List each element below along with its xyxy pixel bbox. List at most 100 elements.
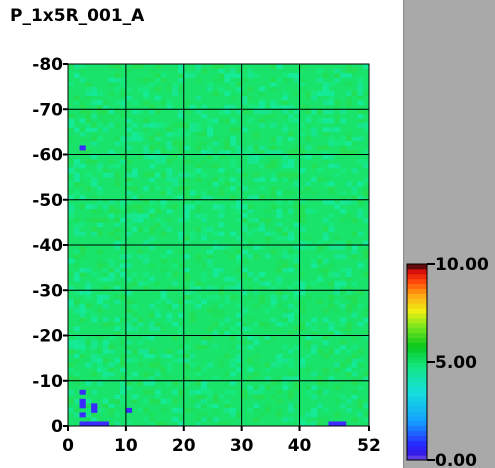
heatmap-cell bbox=[235, 330, 242, 336]
heatmap-cell bbox=[328, 326, 335, 332]
colorbar-label: 10.00 bbox=[435, 255, 489, 275]
heatmap-cell bbox=[189, 398, 196, 404]
heatmap-cell bbox=[206, 190, 214, 196]
heatmap-cell bbox=[340, 145, 347, 151]
heatmap-cell bbox=[235, 68, 242, 74]
heatmap-cell bbox=[328, 245, 335, 250]
heatmap-cell bbox=[195, 308, 202, 314]
heatmap-cell bbox=[270, 190, 277, 196]
heatmap-cell bbox=[357, 213, 364, 219]
heatmap-cell bbox=[177, 407, 185, 413]
heatmap-cell bbox=[195, 145, 202, 151]
heatmap-cell bbox=[357, 376, 364, 382]
heatmap-cell bbox=[293, 340, 300, 345]
heatmap-cell bbox=[189, 407, 196, 413]
heatmap-cell bbox=[195, 204, 202, 210]
heatmap-cell bbox=[345, 100, 352, 106]
heatmap-cell bbox=[328, 276, 335, 282]
heatmap-cell bbox=[125, 385, 132, 391]
heatmap-cell bbox=[235, 109, 242, 115]
heatmap-cell bbox=[316, 335, 323, 341]
heatmap-cell bbox=[206, 86, 214, 92]
heatmap-cell bbox=[322, 389, 329, 395]
heatmap-cell bbox=[79, 64, 86, 69]
heatmap-cell bbox=[149, 199, 156, 205]
heatmap-cell bbox=[328, 136, 335, 142]
heatmap-cell bbox=[340, 380, 347, 386]
heatmap-cell bbox=[259, 159, 266, 164]
heatmap-cell bbox=[253, 186, 260, 191]
heatmap-cell bbox=[311, 421, 318, 427]
heatmap-cell bbox=[259, 321, 266, 327]
heatmap-cell bbox=[73, 267, 80, 273]
heatmap-cell bbox=[108, 68, 115, 74]
heatmap-cell bbox=[183, 367, 190, 372]
heatmap-cell bbox=[137, 131, 144, 137]
heatmap-cell bbox=[235, 258, 242, 264]
heatmap-cell bbox=[177, 64, 185, 69]
heatmap-cell bbox=[311, 394, 318, 400]
heatmap-cell bbox=[125, 145, 132, 151]
heatmap-cell bbox=[259, 100, 266, 106]
heatmap-cell bbox=[334, 353, 341, 359]
x-tick-label: 20 bbox=[172, 436, 196, 456]
heatmap-cell bbox=[68, 122, 75, 128]
heatmap-cell bbox=[345, 131, 352, 137]
heatmap-cell bbox=[114, 367, 121, 372]
heatmap-cell bbox=[287, 371, 295, 377]
heatmap-cell bbox=[270, 159, 277, 164]
heatmap-cell bbox=[68, 186, 75, 191]
heatmap-cell bbox=[172, 122, 179, 128]
heatmap-cell bbox=[218, 358, 225, 363]
heatmap-cell bbox=[166, 367, 173, 372]
heatmap-cell bbox=[96, 299, 104, 305]
heatmap-cell bbox=[270, 149, 277, 155]
heatmap-cell bbox=[125, 421, 132, 427]
heatmap-cell bbox=[96, 122, 104, 128]
heatmap-cell bbox=[328, 100, 335, 106]
heatmap-cell bbox=[287, 267, 295, 273]
colorbar-band bbox=[407, 298, 427, 304]
heatmap-cell bbox=[189, 317, 196, 323]
heatmap-cell bbox=[253, 136, 260, 142]
heatmap-cell bbox=[345, 276, 352, 282]
colorbar-band bbox=[407, 366, 427, 373]
colorbar-band bbox=[407, 273, 427, 280]
heatmap-cell bbox=[299, 308, 306, 314]
heatmap-cell bbox=[293, 281, 300, 287]
heatmap-cell bbox=[282, 344, 289, 350]
heatmap-cell bbox=[345, 140, 352, 146]
heatmap-cell bbox=[305, 186, 312, 191]
heatmap-cell bbox=[177, 235, 185, 241]
heatmap-cell bbox=[172, 195, 179, 201]
heatmap-cell bbox=[351, 249, 358, 255]
heatmap-cell bbox=[287, 362, 295, 368]
heatmap-cell bbox=[247, 104, 254, 110]
heatmap-cell bbox=[287, 73, 295, 78]
heatmap-cell bbox=[195, 394, 202, 400]
heatmap-cell bbox=[73, 127, 80, 133]
heatmap-cell bbox=[247, 272, 254, 277]
colorbar-band bbox=[407, 303, 427, 309]
heatmap-cell bbox=[91, 86, 98, 92]
heatmap-cell bbox=[166, 380, 173, 386]
heatmap-cell bbox=[206, 312, 214, 318]
heatmap-cell bbox=[201, 91, 208, 96]
colorbar-band bbox=[407, 450, 427, 456]
heatmap-cell bbox=[357, 362, 364, 368]
heatmap-cell bbox=[328, 186, 335, 191]
heatmap-cell bbox=[282, 353, 289, 359]
heatmap-cell bbox=[85, 86, 92, 92]
heatmap-cell bbox=[120, 367, 127, 372]
heatmap-cell bbox=[195, 222, 202, 228]
heatmap-cell bbox=[259, 240, 266, 246]
heatmap-cell bbox=[206, 195, 214, 201]
heatmap-cell bbox=[259, 64, 266, 69]
heatmap-cell bbox=[259, 104, 266, 110]
heatmap-cell bbox=[276, 349, 283, 354]
heatmap-cell bbox=[218, 86, 225, 92]
heatmap-cell bbox=[160, 240, 167, 246]
heatmap-cell bbox=[183, 317, 190, 323]
heatmap-cell bbox=[270, 163, 277, 169]
heatmap-cell bbox=[287, 403, 295, 409]
